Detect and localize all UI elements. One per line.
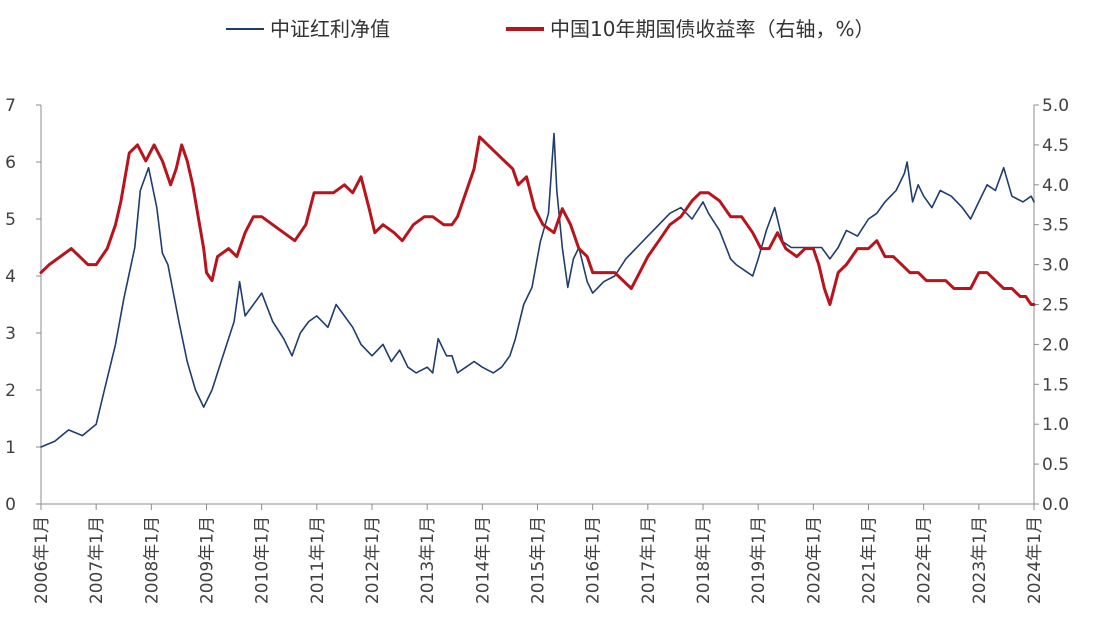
right-tick-label: 3.5 bbox=[1042, 216, 1069, 236]
left-tick-label: 4 bbox=[5, 267, 16, 287]
right-tick-label: 3.0 bbox=[1042, 256, 1069, 276]
right-tick-label: 2.5 bbox=[1042, 296, 1069, 316]
legend-label-dividend: 中证红利净值 bbox=[270, 17, 390, 41]
x-tick-label: 2018年1月 bbox=[694, 516, 714, 604]
x-tick-label: 2007年1月 bbox=[87, 516, 107, 604]
right-tick-label: 1.0 bbox=[1042, 415, 1069, 435]
x-tick-label: 2021年1月 bbox=[860, 516, 880, 604]
x-tick-label: 2019年1月 bbox=[749, 516, 769, 604]
x-tick-label: 2020年1月 bbox=[804, 516, 824, 604]
left-axis-ticks: 0 1 2 3 4 5 6 7 bbox=[5, 96, 41, 515]
x-tick-label: 2010年1月 bbox=[253, 516, 273, 604]
right-tick-label: 0.5 bbox=[1042, 455, 1069, 475]
right-tick-label: 4.0 bbox=[1042, 176, 1069, 196]
right-tick-label: 5.0 bbox=[1042, 96, 1069, 116]
bond-yield-line bbox=[39, 135, 1036, 306]
x-tick-label: 2014年1月 bbox=[473, 516, 493, 604]
left-tick-label: 2 bbox=[5, 381, 16, 401]
left-tick-label: 3 bbox=[5, 324, 16, 344]
x-tick-label: 2012年1月 bbox=[363, 516, 383, 604]
x-tick-label: 2022年1月 bbox=[915, 516, 935, 604]
series-layer bbox=[39, 132, 1036, 448]
x-tick-label: 2017年1月 bbox=[639, 516, 659, 604]
x-tick-label: 2024年1月 bbox=[1025, 516, 1045, 604]
right-axis-ticks: 0.0 0.5 1.0 1.5 2.0 2.5 3.0 3.5 4.0 4.5 5.0 bbox=[1034, 96, 1069, 515]
x-tick-label: 2016年1月 bbox=[584, 516, 604, 604]
x-tick-label: 2011年1月 bbox=[308, 516, 328, 604]
left-tick-label: 6 bbox=[5, 153, 16, 173]
x-tick-label: 2006年1月 bbox=[32, 516, 52, 604]
x-tick-label: 2023年1月 bbox=[970, 516, 990, 604]
left-tick-label: 1 bbox=[5, 438, 16, 458]
x-tick-label: 2013年1月 bbox=[418, 516, 438, 604]
right-tick-label: 1.5 bbox=[1042, 375, 1069, 395]
legend-label-bond: 中国10年期国债收益率（右轴，%） bbox=[550, 17, 874, 41]
x-tick-label: 2009年1月 bbox=[198, 516, 218, 604]
right-tick-label: 4.5 bbox=[1042, 136, 1069, 156]
right-tick-label: 0.0 bbox=[1042, 495, 1069, 515]
dividend-nav-line bbox=[40, 132, 1035, 448]
legend: 中证红利净值 中国10年期国债收益率（右轴，%） bbox=[226, 17, 874, 41]
left-tick-label: 5 bbox=[5, 210, 16, 230]
right-tick-label: 2.0 bbox=[1042, 335, 1069, 355]
x-tick-label: 2015年1月 bbox=[529, 516, 549, 604]
left-tick-label: 0 bbox=[5, 495, 16, 515]
x-axis-ticks: 2006年1月 2007年1月 2008年1月 2009年1月 2010年1月 2011年… bbox=[32, 504, 1045, 604]
left-tick-label: 7 bbox=[5, 96, 16, 116]
x-tick-label: 2008年1月 bbox=[142, 516, 162, 604]
